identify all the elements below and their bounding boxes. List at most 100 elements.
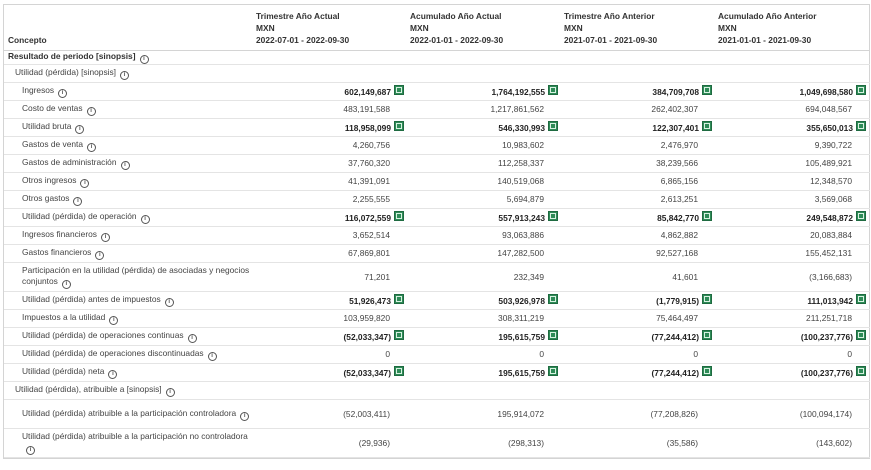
info-icon[interactable]: i (207, 352, 217, 361)
excel-icon[interactable] (702, 330, 712, 340)
value-cell: 2,613,251 (562, 190, 716, 209)
value-cell: 1,764,192,555 (408, 82, 562, 101)
value-text: 195,615,759 (498, 332, 545, 342)
info-icon[interactable]: i (87, 143, 96, 152)
excel-icon[interactable] (702, 211, 712, 221)
info-icon[interactable]: i (75, 125, 85, 134)
info-icon[interactable]: i (120, 161, 130, 170)
info-icon[interactable]: i (240, 411, 250, 421)
info-icon[interactable]: i (165, 388, 175, 397)
excel-icon[interactable] (394, 121, 404, 131)
value-text: (298,313) (508, 437, 544, 448)
excel-icon[interactable] (856, 366, 866, 376)
concept-cell: Ingresos i (4, 82, 254, 101)
value-cell: 232,349 (408, 262, 562, 292)
value-text: 355,650,013 (806, 123, 853, 133)
value-text: 67,869,801 (348, 248, 390, 258)
excel-icon[interactable] (548, 121, 558, 131)
concept-cell: Gastos de venta i (4, 136, 254, 155)
excel-icon[interactable] (702, 85, 712, 95)
excel-icon[interactable] (548, 211, 558, 221)
period-range: 2022-01-01 - 2022-09-30 (410, 35, 504, 45)
value-text: 232,349 (513, 271, 544, 282)
info-icon[interactable]: i (139, 55, 149, 64)
table-row: Otros ingresos i 41,391,091 140,519,068 6,86… (4, 172, 870, 191)
excel-icon[interactable] (856, 330, 866, 340)
info-icon[interactable]: i (140, 215, 150, 224)
value-text: 1,049,698,580 (799, 87, 853, 97)
period-currency: MXN (564, 23, 583, 33)
concept-label: Otros ingresos (22, 175, 77, 185)
excel-icon[interactable] (856, 121, 866, 131)
concept-label: Participación en la utilidad (pérdida) d… (22, 265, 250, 286)
value-cell: 103,959,820 (254, 309, 408, 328)
info-icon[interactable]: i (26, 446, 35, 455)
value-cell: 262,402,307 (562, 100, 716, 119)
excel-icon[interactable] (856, 294, 866, 304)
value-text: 2,613,251 (660, 194, 698, 204)
value-text: 103,959,820 (343, 313, 390, 323)
info-icon[interactable]: i (100, 233, 110, 242)
info-icon[interactable]: i (95, 251, 105, 260)
excel-icon[interactable] (394, 211, 404, 221)
info-icon[interactable]: i (61, 280, 71, 289)
info-icon[interactable]: i (80, 179, 90, 188)
value-text: 10,983,602 (502, 140, 544, 150)
value-cell: 92,527,168 (562, 244, 716, 263)
excel-icon[interactable] (394, 330, 404, 340)
table-row: Gastos de administración i 37,760,320 112,2… (4, 154, 870, 173)
info-icon[interactable]: i (86, 107, 96, 116)
info-icon[interactable]: i (187, 334, 197, 343)
value-cell: 694,048,567 (716, 100, 870, 119)
excel-icon[interactable] (702, 121, 712, 131)
value-cell: 116,072,559 (254, 208, 408, 227)
excel-icon[interactable] (548, 366, 558, 376)
value-text: (35,586) (666, 437, 698, 448)
financial-statement: Concepto Trimestre Año Actual MXN 2022-0… (3, 4, 870, 459)
info-icon[interactable]: i (73, 197, 83, 206)
value-cell: 195,914,072 (408, 399, 562, 429)
concept-label: Utilidad (pérdida) antes de impuestos (22, 294, 161, 304)
table-row: Impuestos a la utilidad i 103,959,820 308,3… (4, 309, 870, 328)
excel-icon[interactable] (856, 211, 866, 221)
section-row: Resultado de periodo [sinopsis] i (4, 50, 870, 65)
value-text: (29,936) (358, 437, 390, 448)
excel-icon[interactable] (394, 85, 404, 95)
value-text: 112,258,337 (498, 158, 544, 168)
concept-cell: Utilidad (pérdida) de operación i (4, 208, 254, 227)
info-icon[interactable]: i (58, 89, 68, 98)
info-icon[interactable]: i (164, 298, 174, 307)
value-cell: 5,694,879 (408, 190, 562, 209)
info-icon[interactable]: i (108, 370, 118, 379)
period-header: Trimestre Año Anterior MXN 2021-07-01 - … (562, 5, 716, 51)
value-text: (1,779,915) (656, 296, 699, 306)
value-cell: 12,348,570 (716, 172, 870, 191)
excel-icon[interactable] (702, 294, 712, 304)
excel-icon[interactable] (394, 294, 404, 304)
excel-icon[interactable] (548, 330, 558, 340)
value-cell: (3,166,683) (716, 262, 870, 292)
value-cell: 111,013,942 (716, 291, 870, 310)
value-text: (77,244,412) (651, 332, 700, 342)
value-cell: 41,601 (562, 262, 716, 292)
value-text: (100,237,776) (800, 368, 853, 378)
value-text: 12,348,570 (810, 176, 852, 186)
value-cell: 3,652,514 (254, 226, 408, 245)
value-text: (143,602) (816, 437, 852, 448)
excel-icon[interactable] (856, 85, 866, 95)
value-cell: 2,255,555 (254, 190, 408, 209)
excel-icon[interactable] (548, 294, 558, 304)
excel-icon[interactable] (548, 85, 558, 95)
table-header-row: Concepto Trimestre Año Actual MXN 2022-0… (4, 5, 870, 51)
excel-icon[interactable] (394, 366, 404, 376)
value-cell: 122,307,401 (562, 118, 716, 137)
info-icon[interactable]: i (109, 316, 119, 325)
value-cell: 0 (716, 345, 870, 364)
value-text: 37,760,320 (348, 158, 390, 168)
period-range: 2021-01-01 - 2021-09-30 (718, 35, 812, 45)
table-row: Gastos financieros i 67,869,801 147,282,500… (4, 244, 870, 263)
excel-icon[interactable] (702, 366, 712, 376)
table-body: Resultado de periodo [sinopsis] i Utilidad… (4, 50, 870, 458)
value-cell: 155,452,131 (716, 244, 870, 263)
info-icon[interactable]: i (120, 71, 130, 80)
